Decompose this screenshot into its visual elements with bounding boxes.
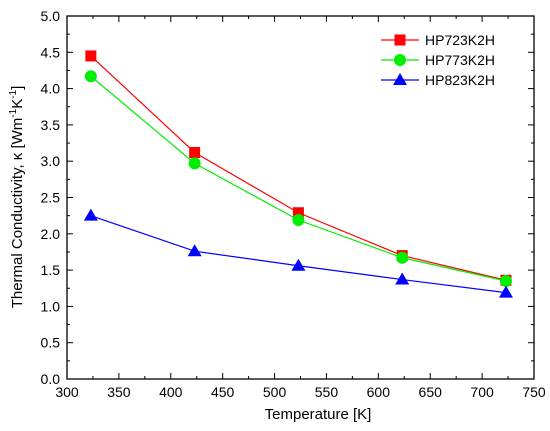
- legend-label: HP773K2H: [425, 52, 495, 68]
- y-axis-title-sup1: -1: [8, 108, 19, 117]
- y-tick-label: 4.5: [41, 44, 61, 60]
- legend-label: HP723K2H: [425, 32, 495, 48]
- y-axis-title-mid: K: [9, 99, 26, 109]
- x-tick-label: 650: [419, 384, 443, 400]
- data-point: [83, 208, 98, 221]
- y-tick-label: 2.0: [41, 226, 61, 242]
- data-point: [85, 50, 97, 62]
- data-point: [189, 146, 201, 158]
- x-tick-label: 600: [367, 384, 391, 400]
- y-tick-label: 3.5: [41, 117, 61, 133]
- y-axis-title-end: ]: [9, 86, 26, 90]
- y-tick-label: 0.0: [41, 371, 61, 387]
- x-tick-label: 750: [522, 384, 546, 400]
- legend-marker: [394, 54, 406, 66]
- x-tick-label: 450: [211, 384, 235, 400]
- y-tick-label: 1.0: [41, 298, 61, 314]
- data-point: [292, 214, 305, 227]
- legend-marker: [393, 73, 407, 85]
- y-tick-label: 5.0: [41, 8, 61, 24]
- series-hp823k2h: [83, 208, 513, 298]
- data-point: [84, 70, 97, 83]
- y-tick-label: 2.5: [41, 190, 61, 206]
- data-point: [188, 157, 201, 170]
- data-point: [499, 274, 512, 287]
- x-tick-label: 700: [470, 384, 494, 400]
- series-group: [83, 50, 513, 298]
- y-axis-ticks: 0.0 0.5 1.0 1.5 2.0 2.5 3.0 3.5 4.0 4.5 5.0: [41, 8, 534, 387]
- x-tick-label: 350: [107, 384, 131, 400]
- legend: HP723K2H HP773K2H HP823K2H: [381, 32, 495, 88]
- data-point: [187, 244, 202, 257]
- x-axis-title: Temperature [K]: [265, 406, 372, 423]
- series-hp773k2h: [84, 70, 512, 287]
- x-tick-label: 550: [315, 384, 339, 400]
- legend-marker: [394, 34, 406, 46]
- x-tick-label: 400: [159, 384, 183, 400]
- y-tick-label: 0.5: [41, 335, 61, 351]
- x-axis-ticks: 300 350 400 450 500 550 600 650 700 750: [55, 16, 546, 400]
- y-axis-title-main: Thermal Conductivity, κ [Wm: [9, 118, 26, 309]
- data-point: [498, 285, 513, 298]
- x-tick-label: 500: [263, 384, 287, 400]
- x-tick-label: 300: [55, 384, 79, 400]
- legend-item: HP723K2H: [381, 32, 495, 48]
- y-axis-title-sup2: -1: [8, 89, 19, 98]
- legend-item: HP773K2H: [381, 52, 495, 68]
- legend-label: HP823K2H: [425, 72, 495, 88]
- y-tick-label: 3.0: [41, 153, 61, 169]
- y-tick-label: 1.5: [41, 262, 61, 278]
- y-axis-title: Thermal Conductivity, κ [Wm-1K-1]: [8, 86, 26, 309]
- data-point: [395, 272, 410, 285]
- data-point: [291, 258, 306, 271]
- legend-item: HP823K2H: [381, 72, 495, 88]
- y-tick-label: 4.0: [41, 81, 61, 97]
- data-point: [396, 251, 409, 264]
- data-point: [292, 207, 304, 219]
